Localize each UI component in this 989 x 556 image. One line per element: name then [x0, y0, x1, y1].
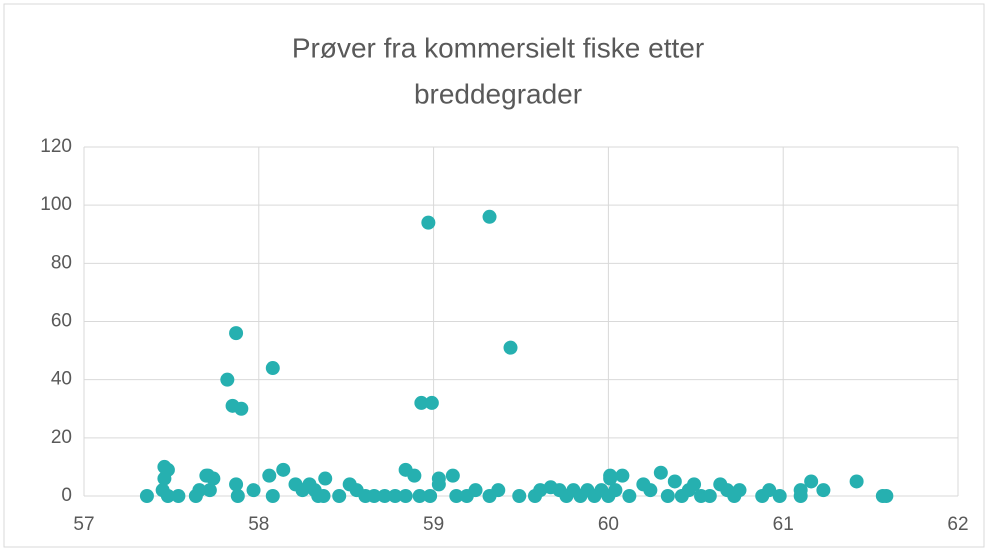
point: [316, 489, 331, 503]
point: [377, 489, 392, 503]
point: [206, 471, 221, 486]
y-tick-label: 80: [51, 252, 72, 273]
point: [229, 326, 244, 341]
x-tick-label: 60: [598, 514, 619, 535]
point: [230, 489, 245, 503]
point: [414, 395, 429, 410]
chart-title: Prøver fra kommersielt fiske etter: [292, 32, 704, 63]
point: [398, 489, 413, 503]
point: [849, 474, 864, 489]
point: [265, 489, 280, 503]
point: [423, 489, 438, 503]
point: [615, 468, 630, 483]
point: [388, 489, 403, 503]
point: [367, 489, 382, 503]
x-tick-label: 58: [248, 514, 269, 535]
point: [804, 474, 819, 489]
point: [424, 395, 439, 410]
point: [512, 489, 527, 503]
point: [879, 489, 894, 503]
point: [246, 483, 261, 498]
point: [793, 483, 808, 498]
x-tick-label: 57: [73, 514, 94, 535]
point: [702, 489, 717, 503]
point: [643, 483, 658, 498]
y-tick-label: 120: [40, 136, 72, 157]
point: [431, 471, 446, 486]
chart-title: breddegrader: [414, 78, 582, 109]
point: [192, 483, 207, 498]
point: [449, 489, 464, 503]
point: [653, 465, 668, 480]
point: [468, 483, 483, 498]
point: [332, 489, 347, 503]
y-tick-label: 100: [40, 194, 72, 215]
x-tick-label: 61: [773, 514, 794, 535]
point: [157, 471, 172, 486]
point: [412, 489, 427, 503]
point: [608, 483, 623, 498]
point: [667, 474, 682, 489]
point: [171, 489, 186, 503]
point: [407, 468, 422, 483]
point: [772, 489, 787, 503]
point: [622, 489, 637, 503]
point: [503, 340, 518, 355]
point: [533, 483, 548, 498]
x-tick-label: 59: [423, 514, 444, 535]
point: [265, 361, 280, 376]
point: [220, 372, 235, 387]
point: [816, 483, 831, 498]
point: [139, 489, 154, 503]
point: [491, 483, 506, 498]
point: [234, 401, 249, 416]
point: [732, 483, 747, 498]
point: [421, 215, 436, 230]
point: [202, 483, 217, 498]
chart-border: [3, 3, 985, 548]
point: [687, 477, 702, 492]
point: [762, 483, 777, 498]
point: [160, 489, 175, 503]
point: [482, 209, 497, 224]
point: [660, 489, 675, 503]
point: [318, 471, 333, 486]
y-tick-label: 0: [61, 485, 72, 506]
point: [276, 462, 291, 477]
y-tick-label: 60: [51, 311, 72, 332]
point: [229, 477, 244, 492]
point: [262, 468, 277, 483]
point: [445, 468, 460, 483]
y-tick-label: 20: [51, 427, 72, 448]
y-tick-label: 40: [51, 369, 72, 390]
point: [603, 468, 618, 483]
x-tick-label: 62: [947, 514, 968, 535]
